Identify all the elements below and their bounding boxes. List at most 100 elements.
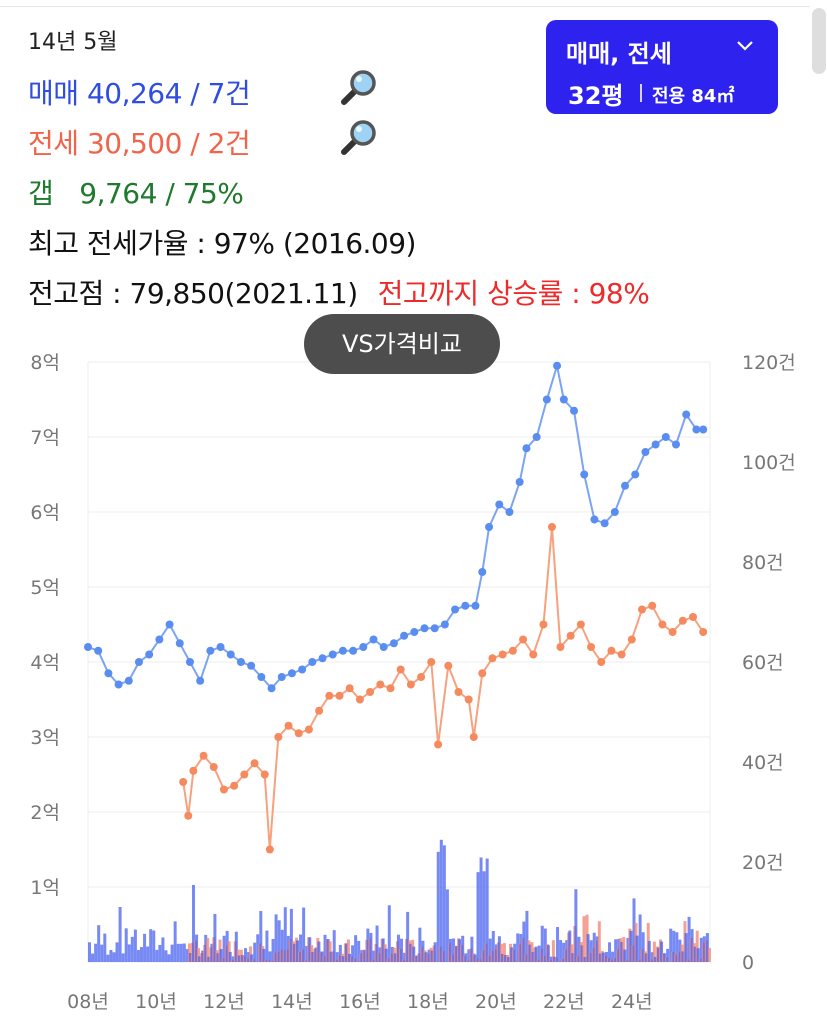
sale-price-point <box>277 673 286 681</box>
sale-volume-bar <box>387 905 391 962</box>
sale-volume-bar <box>268 951 272 962</box>
sale-volume-bar <box>412 946 416 962</box>
sale-price-point <box>124 676 133 685</box>
rent-price-point <box>627 635 636 644</box>
rent-price-point <box>315 706 324 715</box>
sale-price-point <box>682 410 691 419</box>
sale-volume-bar <box>684 933 688 962</box>
rent-price-point <box>576 620 585 629</box>
sale-volume-bar <box>164 950 168 962</box>
y-left-tick-label: 7억 <box>30 427 60 449</box>
sale-volume-bar <box>510 947 514 962</box>
sale-volume-bar <box>222 935 226 962</box>
sale-volume-bar <box>240 955 244 962</box>
rent-search-icon[interactable] <box>336 116 380 160</box>
chevron-down-icon <box>734 35 756 57</box>
sale-volume-bar <box>121 953 125 962</box>
sale-volume-bar <box>173 921 177 962</box>
sale-volume-bar <box>461 935 465 962</box>
sale-volume-bar <box>308 937 312 962</box>
sale-volume-bar <box>280 929 284 962</box>
sale-volume-bar <box>598 953 602 962</box>
sale-volume-bar <box>476 872 480 962</box>
sale-search-icon[interactable] <box>336 66 380 110</box>
sale-price-point <box>661 433 670 441</box>
sale-price-point <box>196 676 205 685</box>
sale-price-point <box>226 650 235 659</box>
rent-price-point <box>508 646 517 655</box>
sale-volume-bar <box>620 941 624 962</box>
rent-price-point <box>260 770 269 779</box>
sale-volume-bar <box>219 949 223 962</box>
rent-price-point <box>274 733 283 741</box>
sale-volume-bar <box>552 956 556 962</box>
sale-volume-bar <box>372 950 376 962</box>
sale-price-point <box>522 444 531 453</box>
rent-price-point <box>488 654 497 663</box>
sale-price-point <box>165 620 174 629</box>
area-type-selector[interactable]: 매매, 전세 32평 전용 84㎡ <box>546 20 778 114</box>
sale-volume-bar <box>611 951 615 962</box>
sale-label: 매매 <box>28 77 79 110</box>
sale-volume-bar <box>302 907 306 962</box>
sale-volume-bar <box>351 945 355 962</box>
sale-volume-bar <box>583 956 587 962</box>
sale-volume-bar <box>528 944 532 962</box>
x-tick-label: 14년 <box>271 991 313 1013</box>
sale-volume-bar <box>133 929 137 962</box>
sale-volume-bar <box>403 952 407 962</box>
rent-price-point <box>547 523 556 531</box>
rent-volume-bar <box>502 943 506 962</box>
x-tick-label: 20년 <box>475 991 517 1013</box>
rent-price-point <box>498 650 507 659</box>
peak-value: 전고점 : 79,850(2021.11) <box>28 277 358 310</box>
sale-volume-bar <box>231 956 235 962</box>
sale-volume-bar <box>283 907 287 962</box>
sale-volume-bar <box>473 954 477 962</box>
sale-volume-bar <box>644 953 648 962</box>
sale-volume-bar <box>699 937 703 962</box>
sale-price-point <box>580 470 589 479</box>
sale-price-point <box>94 646 103 655</box>
sale-price-point <box>206 646 215 655</box>
sale-price-point <box>247 661 256 670</box>
x-tick-label: 22년 <box>543 991 585 1013</box>
scrollbar-thumb[interactable] <box>812 8 826 74</box>
rent-price-point <box>386 684 395 693</box>
gap-label: 갭 <box>28 177 54 210</box>
sale-volume-bar <box>702 936 706 962</box>
y-right-tick-label: 80건 <box>742 552 784 574</box>
sale-volume-bar <box>170 944 174 962</box>
sale-volume-bar <box>265 930 269 962</box>
sale-volume-bar <box>663 953 667 962</box>
chart-grid <box>87 361 711 963</box>
rent-price-point <box>658 620 667 629</box>
sale-volume-bar <box>317 941 321 962</box>
sale-volume-bar <box>103 933 107 962</box>
sale-volume-bar <box>213 913 217 962</box>
sale-volume-bar <box>693 946 697 962</box>
sale-volume-bar <box>311 951 315 962</box>
sale-volume-bar <box>216 953 220 962</box>
sale-volume-bar <box>543 928 547 962</box>
sale-volume-bar <box>185 949 189 962</box>
rent-label: 전세 <box>28 127 79 160</box>
y-right-tick-label: 40건 <box>742 752 784 774</box>
sale-volume-bar <box>537 945 541 962</box>
sale-price-point <box>600 519 609 528</box>
vs-compare-button[interactable]: VS가격비교 <box>304 314 500 374</box>
sale-volume-bar <box>632 898 636 962</box>
sale-volume-bar <box>341 956 345 962</box>
sale-volume-bar <box>681 951 685 962</box>
rent-value: 30,500 / 2건 <box>86 127 251 160</box>
rent-volume-bar <box>597 921 601 962</box>
rent-volume-bar <box>346 939 350 962</box>
sale-volume-bar <box>277 920 281 962</box>
sale-volume-bar <box>574 889 578 962</box>
sale-price-point <box>485 523 494 531</box>
sale-volume-bar <box>158 944 162 962</box>
sale-price-point <box>532 433 541 441</box>
sale-volume-bar <box>112 952 116 962</box>
sale-volume-bar <box>329 951 333 962</box>
sale-price-point <box>610 508 619 516</box>
